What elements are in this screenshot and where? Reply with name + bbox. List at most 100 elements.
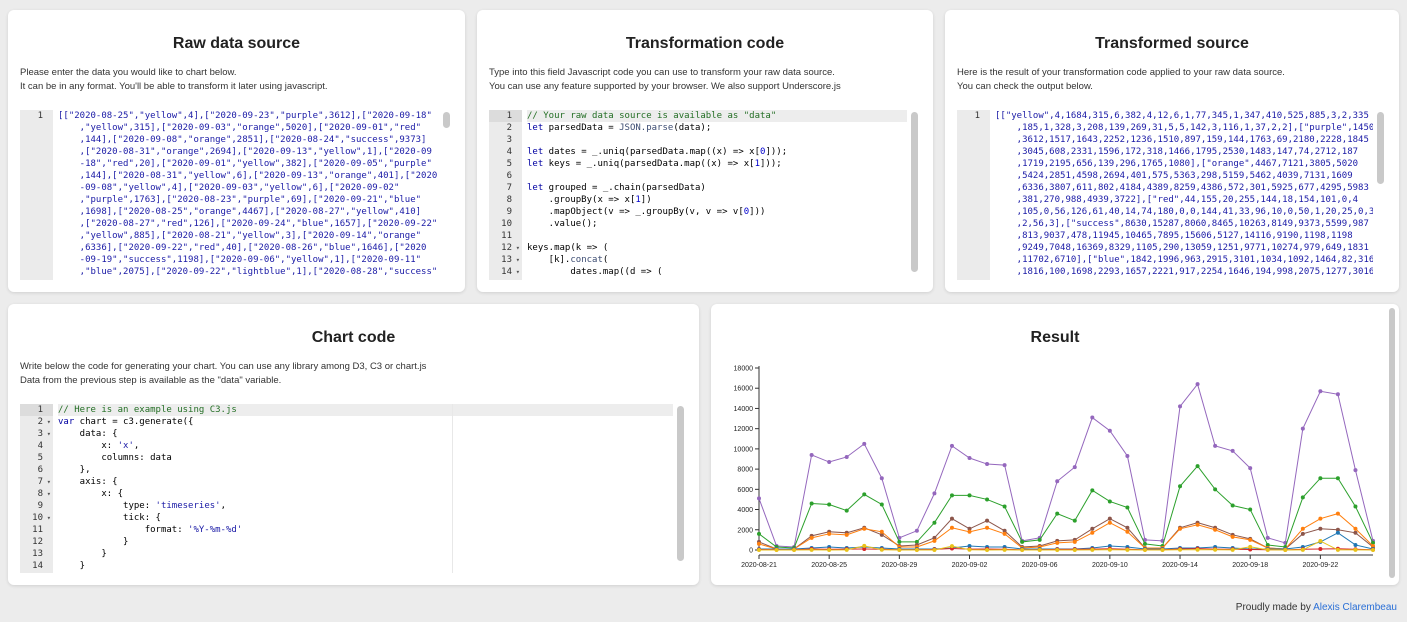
chart-code-text[interactable]: // Here is an example using C3.js var cha… [58, 404, 673, 573]
data-point [1353, 530, 1358, 535]
data-point [1125, 547, 1130, 552]
data-point [1248, 466, 1253, 471]
data-point [1283, 547, 1288, 552]
raw-data-text[interactable]: [["2020-08-25","yellow",4],["2020-09-23"… [58, 111, 438, 277]
line-number: 7 [506, 183, 512, 193]
fold-toggle-icon[interactable]: ▾ [46, 418, 51, 426]
code-line: x: { [58, 489, 124, 499]
line-number: 3 ▾ [37, 429, 51, 439]
line-number: 13 [32, 549, 43, 559]
data-point [1002, 504, 1007, 509]
panel-title: Result [1030, 329, 1080, 346]
data-point [862, 492, 867, 497]
fold-toggle-icon[interactable]: ▾ [46, 514, 51, 522]
data-point [1230, 534, 1235, 539]
data-point [1300, 547, 1305, 552]
author-link[interactable]: Alexis Clarembeau [1313, 602, 1397, 613]
editor-scrollbar[interactable] [911, 112, 918, 272]
data-point [914, 539, 919, 544]
data-point [1195, 547, 1200, 552]
fold-toggle-icon[interactable]: ▾ [515, 256, 520, 264]
panel-description: Write below the code for generating your… [20, 360, 687, 398]
line-number: 10 ▾ [32, 513, 51, 523]
line-number: 6 [37, 465, 43, 475]
raw-data-editor[interactable]: 1 [["2020-08-25","yellow",4],["2020-09-2… [20, 110, 453, 280]
data-point [879, 532, 884, 537]
code-line: [k].concat( [527, 255, 609, 265]
transformation-code-text[interactable]: // Your raw data source is available as … [527, 110, 907, 280]
transformed-output-text[interactable]: [["yellow",4,1684,315,6,382,4,12,6,1,77,… [995, 111, 1373, 277]
data-point [1107, 547, 1112, 552]
raw-data-panel: Raw data source Please enter the data yo… [8, 10, 465, 292]
code-line: } [58, 549, 107, 559]
editor-gutter: 1 2 ▾ 3 ▾ 4 5 6 7 ▾ 8 ▾ 9 10 ▾ 11 12 13 14 [20, 404, 53, 573]
data-point [1107, 428, 1112, 433]
data-point [1318, 389, 1323, 394]
data-point [1107, 499, 1112, 504]
editor-gutter: 1 [957, 110, 990, 280]
data-point [949, 443, 954, 448]
data-point [932, 520, 937, 525]
transformation-editor[interactable]: 1 2 3 4 5 6 7 8 9 10 11 12 ▾ 13 ▾ 14 ▾ // Your raw data … [489, 110, 921, 280]
data-point [932, 538, 937, 543]
x-tick-label: 2020-08-29 [881, 562, 917, 569]
data-point [1371, 540, 1375, 545]
code-line: .mapObject(v => _.groupBy(v, v => v[0])) [527, 207, 766, 217]
panel-description: Here is the result of your transformatio… [957, 66, 1387, 104]
data-point [1125, 525, 1130, 530]
editor-scrollbar[interactable] [1377, 112, 1384, 184]
data-point [985, 525, 990, 530]
panel-title: Raw data source [172, 35, 301, 52]
chart-code-panel: Chart code Write below the code for gene… [8, 304, 699, 585]
data-point [1178, 526, 1183, 531]
x-tick-label: 2020-09-14 [1162, 562, 1198, 569]
data-point [1178, 547, 1183, 552]
transformed-output-editor[interactable]: 1 [["yellow",4,1684,315,6,382,4,12,6,1,7… [957, 110, 1387, 280]
code-line: let grouped = _.chain(parsedData) [527, 183, 706, 193]
data-point [1230, 503, 1235, 508]
line-number: 1 [974, 111, 980, 121]
fold-toggle-icon[interactable]: ▾ [515, 244, 520, 252]
transformation-panel: Transformation code Type into this field… [477, 10, 933, 292]
line-number: 5 [506, 159, 512, 169]
line-number: 12 ▾ [501, 243, 520, 253]
fold-toggle-icon[interactable]: ▾ [46, 490, 51, 498]
editor-scrollbar[interactable] [677, 406, 684, 561]
code-line [527, 134, 907, 146]
line-number: 6 [506, 171, 512, 181]
data-point [1002, 528, 1007, 533]
data-point [1002, 547, 1007, 552]
data-point [932, 491, 937, 496]
result-scrollbar[interactable] [1389, 308, 1395, 578]
fold-toggle-icon[interactable]: ▾ [515, 268, 520, 276]
y-tick-label: 14000 [734, 406, 754, 413]
data-point [1142, 547, 1147, 552]
x-tick-label: 2020-08-21 [741, 562, 777, 569]
data-point [985, 518, 990, 523]
chart-code-editor[interactable]: 1 2 ▾ 3 ▾ 4 5 6 7 ▾ 8 ▾ 9 10 ▾ 11 12 13 14 // Here is an e… [20, 404, 687, 573]
line-number: 5 [37, 453, 43, 463]
editor-gutter: 1 2 3 4 5 6 7 8 9 10 11 12 ▾ 13 ▾ 14 ▾ [489, 110, 522, 280]
x-tick-label: 2020-09-10 [1092, 562, 1128, 569]
footer: Proudly made by Alexis Clarembeau [1236, 602, 1397, 613]
y-tick-label: 10000 [734, 446, 754, 453]
data-point [1125, 453, 1130, 458]
data-point [862, 543, 867, 548]
data-point [1265, 547, 1270, 552]
data-point [1300, 495, 1305, 500]
fold-toggle-icon[interactable]: ▾ [46, 478, 51, 486]
data-point [827, 547, 832, 552]
fold-toggle-icon[interactable]: ▾ [46, 430, 51, 438]
editor-scrollbar[interactable] [443, 112, 450, 128]
data-point [862, 526, 867, 531]
x-tick-label: 2020-09-18 [1232, 562, 1268, 569]
data-point [1300, 531, 1305, 536]
data-point [862, 546, 867, 551]
data-point [897, 539, 902, 544]
data-point [1055, 511, 1060, 516]
code-line: dates.map((d => ( [527, 267, 663, 277]
data-point [967, 526, 972, 531]
data-point [1335, 547, 1340, 552]
code-line: .value(); [527, 219, 598, 229]
data-point [985, 547, 990, 552]
